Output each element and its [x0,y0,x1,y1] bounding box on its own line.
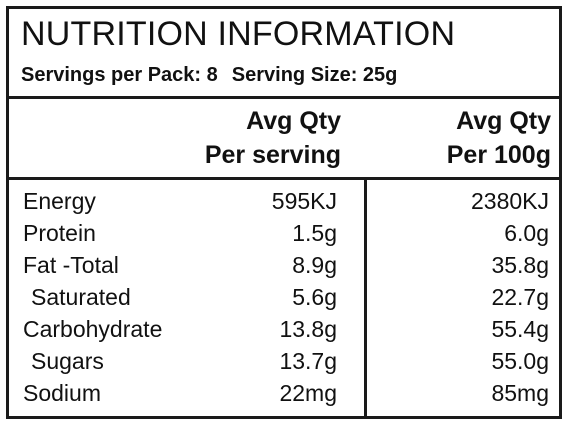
table-row: Carbohydrate 13.8g 55.4g [9,313,559,345]
column-header-line2: Per serving [204,141,341,169]
column-header-per-100g: Avg Qty Per 100g [447,104,551,172]
column-header-line2: Per 100g [446,141,551,169]
panel-header: NUTRITION INFORMATION Servings per Pack:… [9,9,559,99]
table-row: Sodium 22mg 85mg [9,377,559,409]
table-row: Fat -Total 8.9g 35.8g [9,249,559,281]
table-row: Protein 1.5g 6.0g [9,217,559,249]
nutrient-name: Sugars [31,348,104,374]
table-row: Energy 595KJ 2380KJ [9,185,559,217]
column-divider [364,177,367,416]
table-row: Saturated 5.6g 22.7g [9,281,559,313]
per-100g-value: 55.4g [491,316,549,342]
per-100g-value: 55.0g [491,348,549,374]
servings-per-pack: Servings per Pack: 8 [21,64,218,86]
nutrient-table: Energy 595KJ 2380KJ Protein 1.5g 6.0g Fa… [9,177,559,416]
nutrient-name: Carbohydrate [23,316,163,342]
servings-line: Servings per Pack: 8 Serving Size: 25g [21,64,397,87]
table-row: Sugars 13.7g 55.0g [9,345,559,377]
per-serving-value: 22mg [279,380,337,406]
nutrient-name: Sodium [23,380,101,406]
column-header-per-serving: Avg Qty Per serving [205,104,341,172]
column-header-line1: Avg Qty [246,107,341,135]
per-serving-value: 1.5g [292,220,337,246]
nutrient-name: Protein [23,220,96,246]
per-serving-value: 8.9g [292,252,337,278]
column-header-line1: Avg Qty [456,107,551,135]
serving-size: Serving Size: 25g [231,64,398,86]
per-serving-value: 13.8g [279,316,337,342]
nutrient-name: Energy [23,188,96,214]
per-serving-value: 13.7g [279,348,337,374]
per-100g-value: 22.7g [491,284,549,310]
per-100g-value: 85mg [491,380,549,406]
nutrient-name: Fat -Total [23,252,119,278]
per-serving-value: 595KJ [271,188,337,214]
per-100g-value: 2380KJ [470,188,549,214]
nutrient-name: Saturated [31,284,131,310]
column-headers: Avg Qty Per serving Avg Qty Per 100g [9,96,559,180]
per-serving-value: 5.6g [292,284,337,310]
nutrition-panel: NUTRITION INFORMATION Servings per Pack:… [6,6,562,419]
per-100g-value: 6.0g [504,220,549,246]
panel-title: NUTRITION INFORMATION [21,15,456,53]
per-100g-value: 35.8g [491,252,549,278]
